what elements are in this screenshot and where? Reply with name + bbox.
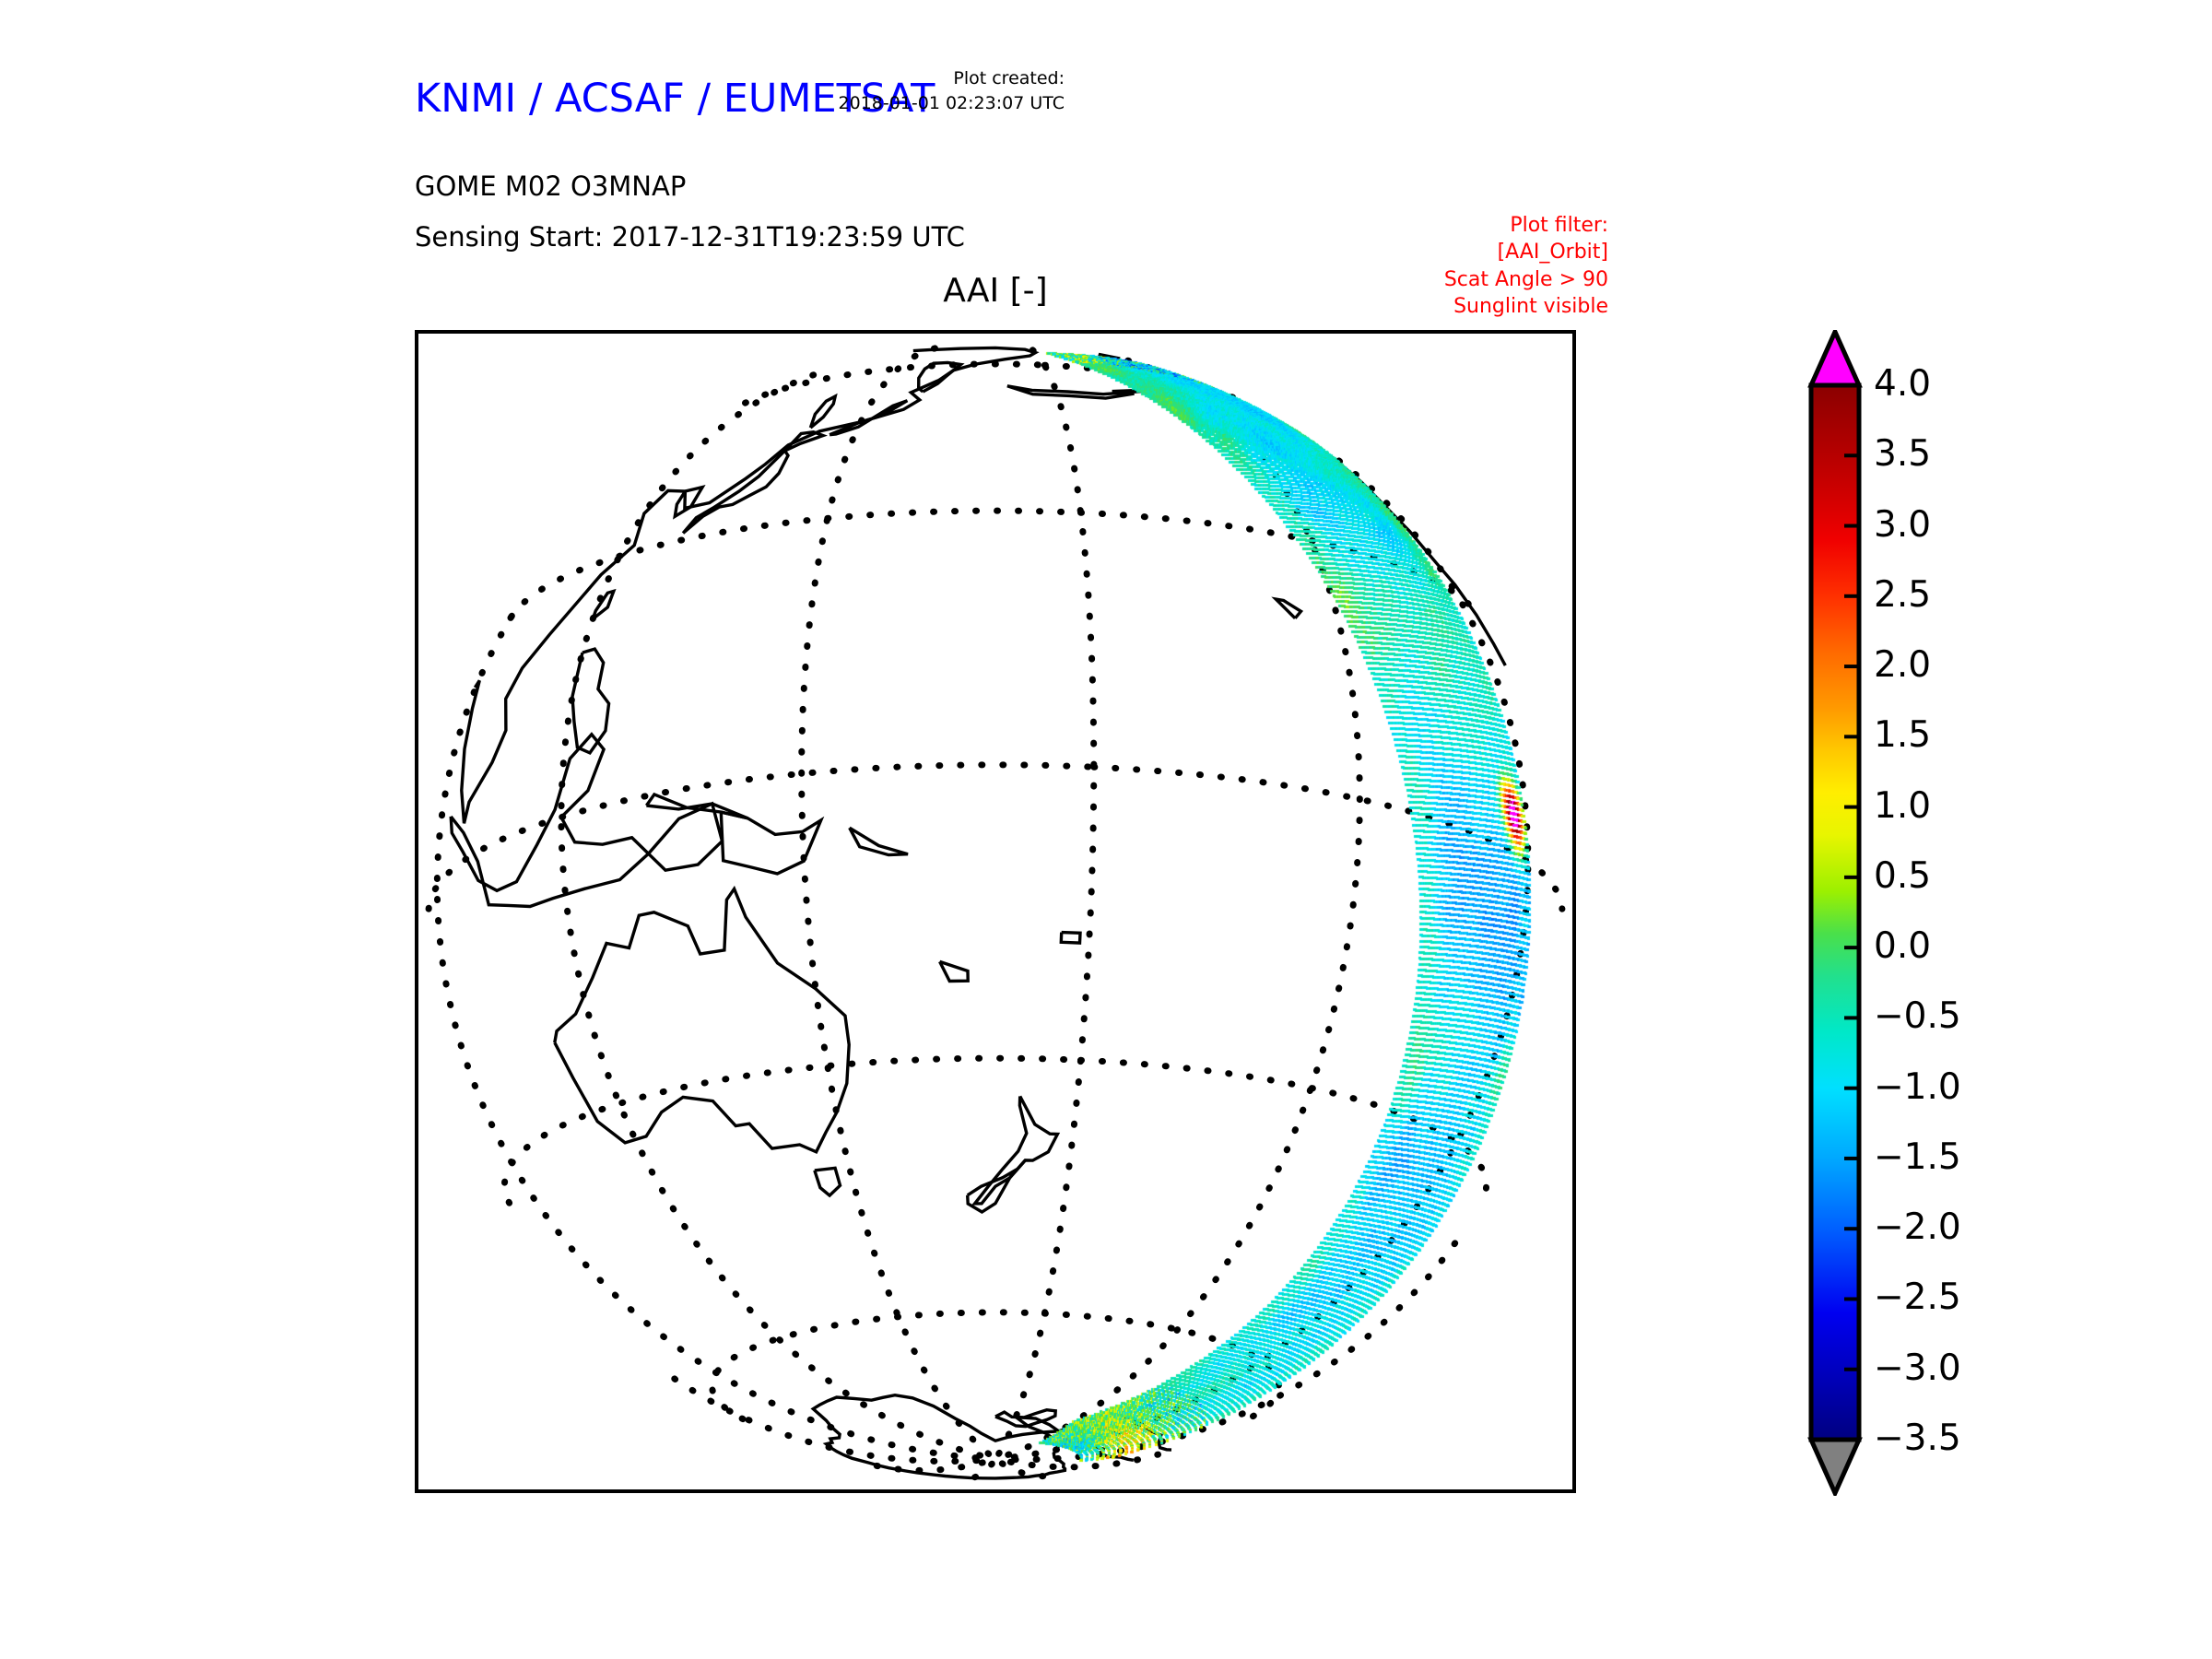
organisation-title: KNMI / ACSAF / EUMETSAT <box>415 76 935 122</box>
colorbar-tick-label: −1.5 <box>1874 1135 1961 1178</box>
plot-created-label: Plot created: <box>953 68 1065 88</box>
plot-created-timestamp: 2018-01-01 02:23:07 UTC <box>838 92 1065 113</box>
colorbar-tick-label: 4.0 <box>1874 363 1932 405</box>
colorbar: 4.0 3.5 3.0 2.5 2.0 1.5 1.0 0.5 0.0 −0.5 −1.0 −1.5 −… <box>1802 330 2189 1496</box>
colorbar-tick-label: −0.5 <box>1874 995 1961 1038</box>
colorbar-tick-label: −1.0 <box>1874 1065 1961 1108</box>
plot-filter-title: Plot filter: <box>1510 214 1608 237</box>
map-graticule-and-coastlines <box>425 342 1566 1481</box>
product-name: GOME M02 O3MNAP <box>415 171 687 202</box>
colorbar-tick-label: 1.0 <box>1874 784 1932 827</box>
plot-filter-orbit: [AAI_Orbit] <box>1497 241 1608 265</box>
colorbar-tick-label: 0.5 <box>1874 854 1932 897</box>
plot-filter-sunglint: Sunglint visible <box>1453 294 1608 318</box>
colorbar-gradient <box>1807 330 1863 1496</box>
map-panel <box>415 330 1576 1493</box>
colorbar-tick-label: 2.0 <box>1874 644 1932 687</box>
plot-filter-block: Plot filter: [AAI_Orbit] Scat Angle > 90… <box>1304 212 1608 320</box>
colorbar-tick-label: 0.0 <box>1874 925 1932 968</box>
colorbar-tick-label: 3.0 <box>1874 503 1932 546</box>
colorbar-tick-label: 3.5 <box>1874 433 1932 476</box>
colorbar-tick-label: −2.0 <box>1874 1206 1961 1249</box>
plot-filter-scat-angle: Scat Angle > 90 <box>1443 267 1608 291</box>
colorbar-tick-label: −2.5 <box>1874 1277 1961 1319</box>
page-title: AAI [-] <box>943 272 1048 310</box>
sensing-start: Sensing Start: 2017-12-31T19:23:59 UTC <box>415 221 965 253</box>
colorbar-tick-label: −3.0 <box>1874 1347 1961 1389</box>
colorbar-tick-label: 1.5 <box>1874 714 1932 757</box>
colorbar-tick-label: 2.5 <box>1874 573 1932 616</box>
colorbar-tick-label: −3.5 <box>1874 1418 1961 1459</box>
plot-created-block: Plot created: 2018-01-01 02:23:07 UTC <box>677 66 1065 116</box>
